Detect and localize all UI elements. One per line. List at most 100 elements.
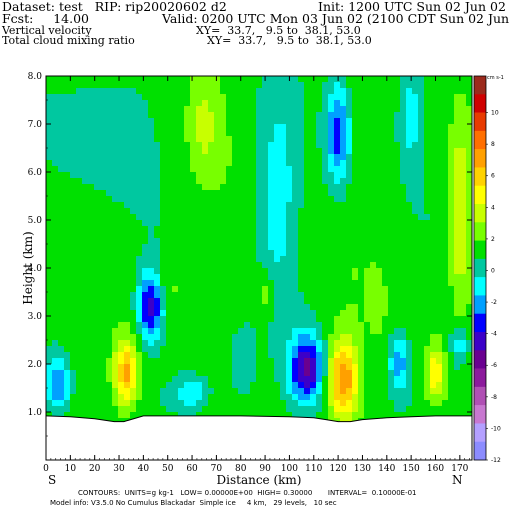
field-cell bbox=[244, 286, 251, 293]
field-cell bbox=[292, 220, 299, 227]
field-cell bbox=[256, 358, 263, 365]
field-cell bbox=[142, 262, 149, 269]
field-cell bbox=[184, 298, 191, 305]
field-cell bbox=[460, 388, 467, 395]
field-cell bbox=[220, 148, 227, 155]
field-cell bbox=[130, 286, 137, 293]
field-cell bbox=[358, 154, 365, 161]
field-cell bbox=[310, 184, 317, 191]
field-cell bbox=[226, 178, 233, 185]
field-cell bbox=[394, 178, 401, 185]
field-cell bbox=[58, 322, 65, 329]
field-cell bbox=[424, 214, 431, 221]
field-cell bbox=[346, 130, 353, 137]
field-cell bbox=[226, 154, 233, 161]
field-cell bbox=[190, 124, 197, 131]
field-cell bbox=[322, 406, 329, 413]
field-cell bbox=[154, 88, 161, 95]
field-cell bbox=[460, 298, 467, 305]
field-cell bbox=[424, 322, 431, 329]
field-cell bbox=[52, 130, 59, 137]
field-cell bbox=[226, 94, 233, 101]
field-cell bbox=[142, 100, 149, 107]
field-cell bbox=[106, 190, 113, 197]
field-cell bbox=[412, 232, 419, 239]
field-cell bbox=[382, 136, 389, 143]
field-cell bbox=[292, 112, 299, 119]
field-cell bbox=[262, 226, 269, 233]
field-cell bbox=[94, 250, 101, 257]
field-cell bbox=[94, 310, 101, 317]
field-cell bbox=[94, 208, 101, 215]
field-cell bbox=[154, 196, 161, 203]
field-cell bbox=[172, 196, 179, 203]
field-cell bbox=[370, 154, 377, 161]
field-cell bbox=[292, 376, 299, 383]
field-cell bbox=[370, 226, 377, 233]
field-cell bbox=[232, 172, 239, 179]
field-cell bbox=[58, 256, 65, 263]
field-cell bbox=[124, 280, 131, 287]
field-cell bbox=[76, 352, 83, 359]
field-cell bbox=[76, 334, 83, 341]
field-cell bbox=[376, 124, 383, 131]
field-cell bbox=[190, 286, 197, 293]
field-cell bbox=[130, 136, 137, 143]
field-cell bbox=[160, 130, 167, 137]
field-cell bbox=[286, 400, 293, 407]
field-cell bbox=[94, 292, 101, 299]
field-cell bbox=[340, 172, 347, 179]
field-cell bbox=[136, 232, 143, 239]
field-cell bbox=[304, 208, 311, 215]
field-cell bbox=[70, 226, 77, 233]
field-cell bbox=[64, 148, 71, 155]
field-cell bbox=[178, 226, 185, 233]
field-cell bbox=[250, 316, 257, 323]
field-cell bbox=[436, 172, 443, 179]
field-cell bbox=[292, 130, 299, 137]
field-cell bbox=[232, 148, 239, 155]
field-cell bbox=[58, 364, 65, 371]
field-cell bbox=[442, 142, 449, 149]
field-cell bbox=[142, 208, 149, 215]
field-cell bbox=[178, 148, 185, 155]
field-cell bbox=[232, 88, 239, 95]
field-cell bbox=[376, 364, 383, 371]
field-cell bbox=[52, 226, 59, 233]
field-cell bbox=[412, 142, 419, 149]
field-cell bbox=[226, 100, 233, 107]
field-cell bbox=[322, 292, 329, 299]
field-cell bbox=[376, 310, 383, 317]
field-cell bbox=[46, 382, 53, 389]
field-cell bbox=[340, 388, 347, 395]
field-cell bbox=[418, 82, 425, 89]
field-cell bbox=[286, 238, 293, 245]
field-cell bbox=[442, 100, 449, 107]
field-cell bbox=[64, 280, 71, 287]
field-cell bbox=[460, 376, 467, 383]
field-cell bbox=[70, 328, 77, 335]
field-cell bbox=[262, 370, 269, 377]
field-cell bbox=[190, 226, 197, 233]
field-cell bbox=[88, 250, 95, 257]
field-cell bbox=[190, 154, 197, 161]
field-cell bbox=[430, 376, 437, 383]
field-cell bbox=[418, 130, 425, 137]
field-cell bbox=[304, 106, 311, 113]
field-cell bbox=[274, 268, 281, 275]
field-cell bbox=[328, 196, 335, 203]
field-cell bbox=[196, 340, 203, 347]
field-cell bbox=[148, 328, 155, 335]
field-cell bbox=[322, 370, 329, 377]
field-cell bbox=[322, 112, 329, 119]
field-cell bbox=[328, 76, 335, 83]
field-cell bbox=[310, 388, 317, 395]
field-cell bbox=[352, 82, 359, 89]
field-cell bbox=[346, 376, 353, 383]
field-cell bbox=[382, 406, 389, 413]
field-cell bbox=[202, 202, 209, 209]
colorbar-frame bbox=[473, 75, 487, 461]
field-cell bbox=[238, 136, 245, 143]
field-cell bbox=[418, 112, 425, 119]
field-cell bbox=[424, 178, 431, 185]
